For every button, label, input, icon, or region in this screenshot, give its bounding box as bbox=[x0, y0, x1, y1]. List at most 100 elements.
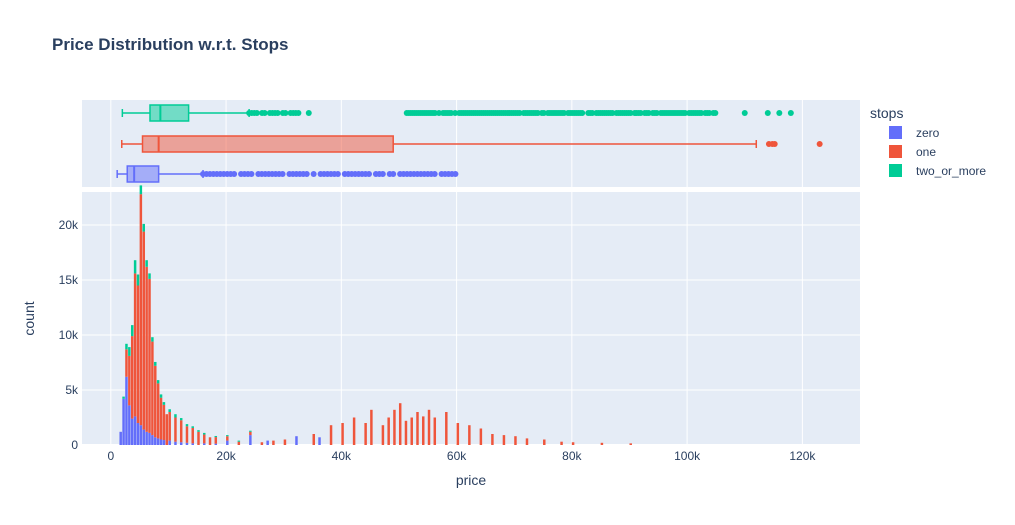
hist-bar-zero bbox=[148, 432, 151, 445]
hist-bar-two_or_more bbox=[203, 432, 206, 435]
hist-bar-zero bbox=[214, 443, 218, 445]
outlier-point bbox=[390, 171, 397, 177]
box-iqr bbox=[149, 104, 190, 122]
hist-bar-two_or_more bbox=[154, 361, 157, 366]
outlier-point bbox=[310, 171, 317, 177]
outlier-point bbox=[274, 110, 281, 116]
hist-bar-one bbox=[341, 423, 344, 445]
hist-bar-zero bbox=[156, 438, 160, 445]
box-two_or_more bbox=[121, 104, 794, 122]
hist-bar-two_or_more bbox=[168, 409, 171, 412]
hist-bar-zero bbox=[142, 429, 145, 445]
legend-title: stops bbox=[870, 105, 903, 121]
outlier-point bbox=[771, 141, 778, 147]
hist-bar-one bbox=[214, 437, 218, 444]
hist-bar-one bbox=[179, 420, 183, 443]
outlier-point bbox=[764, 110, 771, 116]
hist-bar-zero bbox=[133, 416, 137, 445]
hist-bar-two_or_more bbox=[237, 440, 241, 442]
hist-bar-one bbox=[139, 194, 143, 426]
hist-bar-one bbox=[571, 442, 575, 445]
hist-bar-one bbox=[136, 285, 140, 423]
hist-bar-one bbox=[197, 431, 200, 445]
hist-bar-zero bbox=[154, 437, 157, 445]
y-tick-label: 0 bbox=[71, 438, 78, 452]
hist-bar-two_or_more bbox=[156, 380, 160, 384]
x-tick-label: 20k bbox=[216, 449, 236, 463]
hist-bar-one bbox=[427, 409, 431, 445]
hist-bar-one bbox=[445, 412, 448, 445]
hist-bar-zero bbox=[174, 441, 177, 445]
hist-bar-one bbox=[174, 417, 177, 442]
y-tick-label: 10k bbox=[59, 328, 79, 342]
y-tick-label: 15k bbox=[59, 273, 79, 287]
outlier-point bbox=[279, 171, 286, 177]
outlier-point bbox=[787, 110, 794, 116]
outlier-point bbox=[253, 110, 260, 116]
hist-bar-one bbox=[364, 423, 367, 445]
outlier-point bbox=[231, 171, 238, 177]
hist-bar-zero bbox=[162, 440, 166, 445]
legend-swatch-zero bbox=[889, 126, 902, 139]
hist-bar-one bbox=[491, 434, 494, 445]
x-tick-label: 0 bbox=[107, 449, 114, 463]
hist-bar-one bbox=[393, 409, 396, 445]
hist-bar-two_or_more bbox=[145, 260, 148, 267]
hist-bar-one bbox=[159, 397, 163, 440]
outlier-point bbox=[365, 171, 372, 177]
hist-bar-one bbox=[370, 409, 373, 445]
hist-bar-one bbox=[312, 434, 315, 445]
outlier-point bbox=[303, 171, 310, 177]
hist-bar-one bbox=[128, 355, 131, 406]
hist-bar-one bbox=[226, 436, 229, 441]
hist-bar-zero bbox=[151, 435, 154, 445]
hist-bar-one bbox=[156, 383, 160, 439]
hist-bar-one bbox=[125, 349, 128, 377]
hist-bar-one bbox=[398, 403, 402, 445]
hist-bar-one bbox=[237, 441, 241, 445]
outlier-point bbox=[295, 110, 302, 116]
y-axis-title: count bbox=[21, 301, 37, 335]
hist-bar-one bbox=[629, 443, 632, 445]
hist-bar-two_or_more bbox=[226, 435, 229, 437]
hist-bar-two_or_more bbox=[174, 414, 177, 418]
hist-bar-one bbox=[260, 442, 264, 445]
outlier-point bbox=[248, 171, 255, 177]
x-tick-label: 120k bbox=[789, 449, 816, 463]
hist-bar-two_or_more bbox=[148, 273, 151, 279]
hist-bar-zero bbox=[139, 425, 143, 445]
legend-label-two_or_more: two_or_more bbox=[916, 164, 986, 178]
hist-bar-one bbox=[479, 428, 483, 445]
hist-bar-two_or_more bbox=[179, 418, 183, 421]
hist-bar-one bbox=[543, 439, 546, 445]
outlier-point bbox=[379, 171, 386, 177]
legend: stops zero one two_or_more bbox=[870, 105, 986, 178]
y-tick-label: 20k bbox=[59, 218, 79, 232]
hist-bar-one bbox=[514, 436, 517, 445]
hist-bar-one bbox=[130, 336, 134, 419]
legend-label-one: one bbox=[916, 145, 936, 159]
hist-bar-zero bbox=[191, 443, 194, 445]
legend-swatch-two_or_more bbox=[889, 164, 902, 177]
hist-bar-one bbox=[165, 414, 169, 445]
hist-bar-one bbox=[249, 431, 252, 436]
histogram-bars bbox=[119, 185, 632, 445]
hist-panel-background bbox=[82, 192, 860, 445]
hist-bar-one bbox=[151, 341, 154, 436]
hist-bar-two_or_more bbox=[128, 347, 131, 356]
hist-bar-zero bbox=[318, 437, 321, 445]
hist-bar-zero bbox=[266, 440, 269, 445]
hist-bar-two_or_more bbox=[139, 185, 143, 195]
hist-bar-two_or_more bbox=[214, 435, 218, 438]
x-tick-label: 80k bbox=[562, 449, 582, 463]
hist-bar-two_or_more bbox=[159, 394, 163, 398]
hist-bar-zero bbox=[128, 405, 131, 445]
hist-bar-two_or_more bbox=[162, 402, 166, 405]
hist-bar-two_or_more bbox=[185, 424, 189, 427]
outlier-point bbox=[776, 110, 783, 116]
hist-bar-one bbox=[410, 417, 413, 445]
x-tick-label: 40k bbox=[332, 449, 352, 463]
hist-bar-one bbox=[352, 417, 356, 445]
